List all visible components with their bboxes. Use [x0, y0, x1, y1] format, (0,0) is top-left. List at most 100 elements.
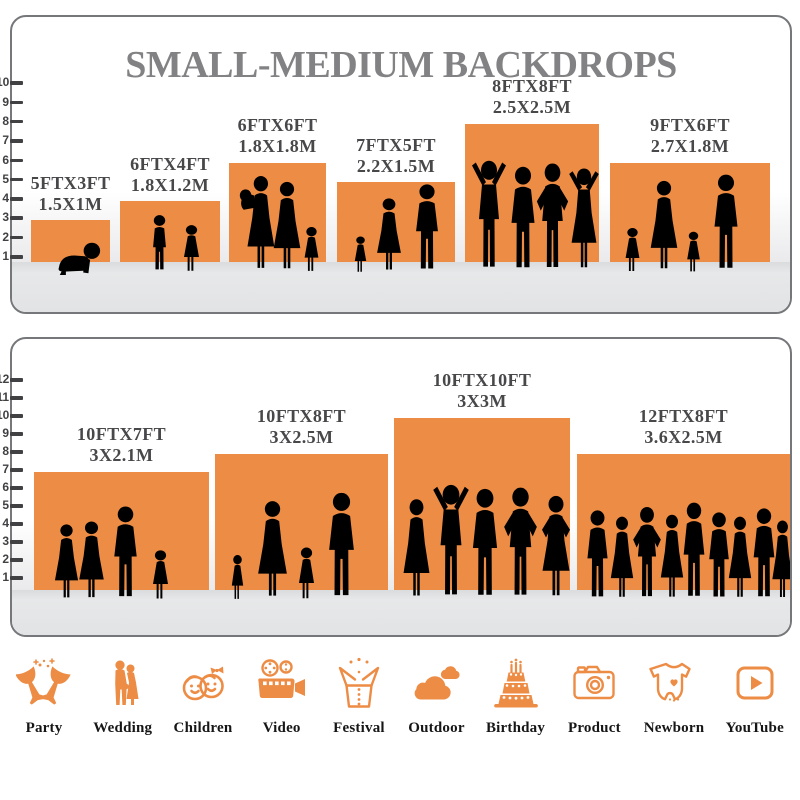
- y-axis-tick-mark: [10, 100, 23, 105]
- y-axis-tick-mark: [10, 414, 23, 418]
- y-axis-tick-label: 6: [2, 480, 9, 494]
- y-axis-tick-label: 6: [2, 152, 9, 167]
- silhouette-girl: [304, 227, 319, 271]
- silhouette-girl: [299, 547, 314, 599]
- silhouette-woman: [772, 520, 790, 598]
- category-festival: Festival: [331, 655, 387, 737]
- silhouette-woman: [258, 501, 287, 596]
- y-axis-tick-mark: [10, 432, 23, 436]
- backdrop-bar-12x8: [577, 454, 790, 590]
- y-axis-tick-mark: [10, 540, 23, 544]
- y-axis-tick-label: 3: [2, 534, 9, 548]
- children-icon: [182, 666, 224, 701]
- y-axis-tick-mark: [10, 216, 23, 220]
- category-outdoor: Outdoor: [408, 655, 464, 737]
- y-axis-tick-mark: [10, 197, 23, 201]
- silhouette-woman-hands-on-hips: [542, 495, 570, 596]
- y-axis-tick-mark: [10, 158, 23, 162]
- y-axis-tick-label: 1: [2, 249, 9, 263]
- bar-label: 12FTX8FT 3.6X2.5M: [638, 406, 729, 447]
- category-label: Product: [567, 720, 621, 736]
- video-icon: [257, 659, 305, 699]
- y-axis-tick-mark: [10, 576, 23, 580]
- y-axis-tick-label: 10: [0, 408, 10, 422]
- category-youtube: YouTube: [726, 655, 784, 737]
- y-axis-tick-label: 7: [2, 133, 9, 148]
- silhouette-woman: [79, 521, 104, 598]
- category-wedding: Wedding: [93, 655, 152, 737]
- silhouette-girl: [687, 231, 700, 272]
- category-label: Children: [173, 720, 233, 736]
- y-axis-tick-mark: [10, 378, 23, 382]
- festival-icon: [338, 657, 380, 708]
- y-axis-tick-mark: [10, 504, 23, 508]
- newborn-icon: [649, 662, 691, 702]
- category-row: Party Wedding: [0, 655, 800, 737]
- bar-label: 9FTX6FT 2.7X1.8M: [650, 115, 730, 156]
- bar-label: 5FTX3FT 1.5X1M: [30, 173, 111, 214]
- y-axis-tick-mark: [10, 177, 23, 182]
- y-axis-tick-mark: [10, 396, 23, 400]
- silhouette-boy: [153, 215, 166, 270]
- panel-small-medium-top: SMALL-MEDIUM BACKDROPS 5FTX3FT 1.5X1M 6FT…: [10, 15, 792, 314]
- y-axis-tick-label: 7: [2, 462, 9, 476]
- birthday-icon: [493, 658, 538, 708]
- bar-label: 10FTX8FT 3X2.5M: [256, 406, 347, 447]
- silhouette-toddler: [231, 555, 244, 599]
- category-label: Outdoor: [408, 720, 465, 736]
- category-label: YouTube: [725, 720, 784, 736]
- category-birthday: Birthday: [486, 655, 545, 737]
- y-axis-tick-mark: [10, 139, 23, 143]
- y-axis-tick-label: 9: [2, 426, 9, 440]
- y-axis-tick-label: 8: [2, 444, 9, 458]
- silhouette-man: [416, 184, 438, 269]
- y-axis-tick-mark: [10, 486, 23, 490]
- y-axis-tick-label: 2: [2, 552, 9, 566]
- backdrop-bar-6x4: [120, 201, 220, 262]
- y-axis-tick-label: 5: [2, 498, 9, 512]
- youtube-icon: [736, 666, 774, 700]
- bar-label: 10FTX10FT 3X3M: [432, 370, 532, 411]
- y-axis-tick-mark: [10, 255, 23, 259]
- category-video: Video: [254, 655, 310, 737]
- product-icon: [573, 665, 616, 700]
- y-axis-tick-mark: [10, 558, 23, 562]
- bar-label: 6FTX6FT 1.8X1.8M: [237, 115, 318, 156]
- backdrop-bar-10x8: [215, 454, 388, 590]
- category-label: Newborn: [643, 720, 705, 736]
- silhouette-toddler: [354, 236, 367, 272]
- y-axis-tick-label: 9: [2, 94, 9, 109]
- silhouette-woman: [377, 198, 401, 270]
- category-label: Wedding: [93, 720, 153, 736]
- category-newborn: Newborn: [644, 655, 705, 737]
- silhouette-baby-crawling: [58, 242, 101, 275]
- silhouette-man: [114, 506, 137, 597]
- category-label: Birthday: [485, 720, 546, 736]
- y-axis-tick-mark: [10, 81, 23, 85]
- bar-label: 10FTX7FT 3X2.1M: [76, 424, 167, 465]
- y-axis-tick-label: 11: [0, 390, 9, 404]
- page-title: SMALL-MEDIUM BACKDROPS: [125, 44, 677, 86]
- category-children: Children: [174, 655, 233, 737]
- y-axis-tick-label: 1: [2, 570, 9, 584]
- y-axis-tick-mark: [10, 468, 23, 472]
- panel-small-medium-bottom: 10FTX7FT 3X2.1M 10FTX8FT 3X2.5M 10FTX10FT 3…: [10, 337, 792, 637]
- silhouette-woman-cheering: [569, 168, 599, 268]
- bar-label: 7FTX5FT 2.2X1.5M: [356, 135, 436, 176]
- party-icon: [16, 658, 71, 706]
- category-label: Video: [262, 720, 301, 736]
- y-axis-tick-label: 12: [0, 372, 10, 386]
- silhouette-girl: [153, 550, 168, 599]
- y-axis-tick-label: 5: [2, 171, 9, 186]
- category-label: Party: [25, 720, 63, 736]
- silhouette-girl: [625, 228, 640, 271]
- y-axis-tick-label: 4: [2, 516, 9, 530]
- bar-label: 8FTX8FT 2.5X2.5M: [492, 76, 572, 117]
- wedding-icon: [114, 660, 139, 705]
- category-party: Party: [16, 655, 72, 737]
- silhouette-man: [329, 492, 354, 596]
- y-axis-tick-mark: [10, 450, 23, 454]
- y-axis-tick-mark: [10, 522, 23, 526]
- floor: [12, 590, 790, 635]
